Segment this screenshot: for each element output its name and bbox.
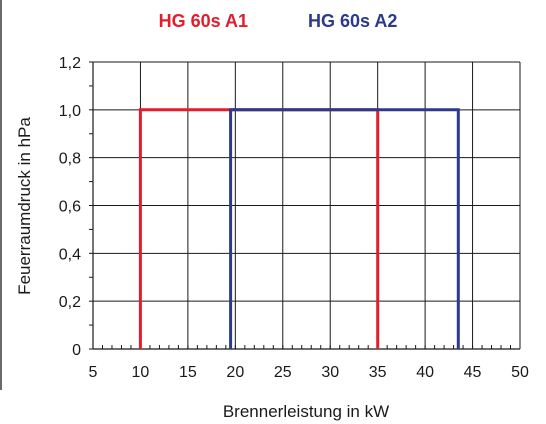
x-tick-label: 5 [89,364,98,381]
y-tick-label: 0,6 [59,199,81,216]
x-tick-label: 50 [511,364,529,381]
left-border-line [0,0,2,390]
x-tick-label: 30 [321,364,339,381]
x-tick-label: 20 [226,364,244,381]
y-tick-labels: 0 0,2 0,4 0,6 0,8 1,0 1,2 [59,55,81,359]
y-tick-label: 0,4 [59,246,81,263]
y-tick-label: 0 [72,342,81,359]
y-tick-label: 1,2 [59,55,81,72]
x-tick-label: 45 [464,364,482,381]
x-axis-title: Brennerleistung in kW [223,402,389,421]
series-line-a2 [229,108,460,349]
legend-label-a2: HG 60s A2 [308,11,397,31]
x-tick-label: 40 [416,364,434,381]
legend-label-a1: HG 60s A1 [159,11,248,31]
y-tick-label: 0,8 [59,151,81,168]
x-tick-labels: 5 10 15 20 25 30 35 40 45 50 [89,364,529,381]
series-lines [138,108,460,349]
grid [92,61,521,350]
x-tick-label: 10 [132,364,150,381]
y-tick-label: 0,2 [59,294,81,311]
series-line-a1 [138,108,380,349]
x-tick-label: 35 [369,364,387,381]
y-tick-label: 1,0 [59,103,81,120]
x-tick-label: 15 [179,364,197,381]
legend: HG 60s A1 HG 60s A2 [159,11,398,31]
x-tick-label: 25 [274,364,292,381]
y-axis-title: Feuerraumdruck in hPa [15,117,34,295]
